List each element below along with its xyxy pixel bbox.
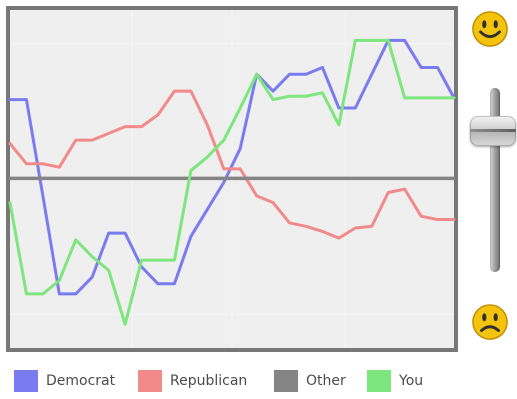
legend-label-democrat: Democrat: [46, 373, 115, 389]
legend-item-you: You: [367, 366, 447, 390]
legend-swatch-democrat: [14, 370, 38, 392]
legend-item-republican: Republican: [138, 366, 268, 390]
legend-item-other: Other: [274, 366, 364, 390]
legend-item-democrat: Democrat: [14, 366, 134, 390]
chart-svg: [6, 6, 458, 352]
slider-handle[interactable]: [470, 116, 516, 146]
legend-label-republican: Republican: [170, 373, 247, 389]
sad-face-icon: [471, 303, 509, 341]
legend-label-you: You: [399, 373, 423, 389]
legend-label-other: Other: [306, 373, 346, 389]
legend-swatch-you: [367, 370, 391, 392]
sentiment-slider[interactable]: [470, 86, 517, 276]
legend-swatch-other: [274, 370, 298, 392]
smiley-icon: [471, 10, 509, 48]
chart-legend: Democrat Republican Other You: [0, 366, 517, 390]
legend-swatch-republican: [138, 370, 162, 392]
